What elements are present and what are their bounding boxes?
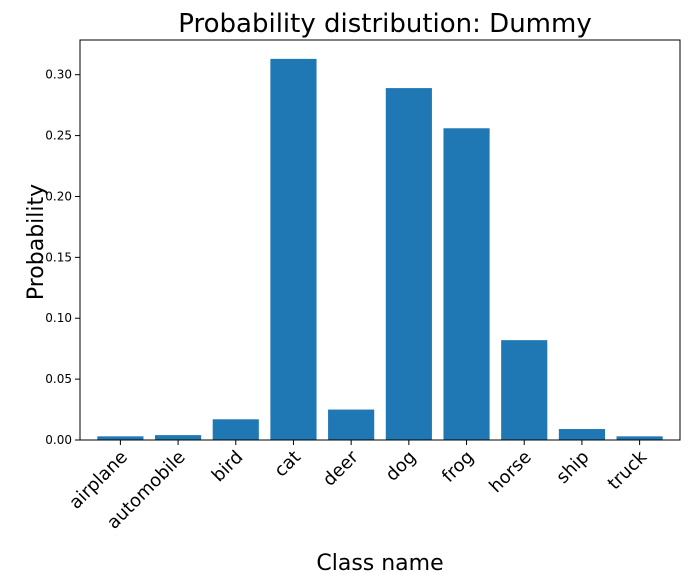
y-tick-label: 0.10 bbox=[45, 311, 72, 325]
bar-frog bbox=[443, 128, 490, 440]
y-tick-label: 0.05 bbox=[45, 372, 72, 386]
bar-bird bbox=[212, 419, 259, 440]
x-tick-label-frog: frog bbox=[438, 447, 478, 487]
x-axis-label: Class name bbox=[316, 551, 443, 576]
x-tick-label-horse: horse bbox=[485, 447, 535, 497]
bars bbox=[97, 58, 663, 441]
x-tick-label-dog: dog bbox=[382, 447, 421, 486]
y-axis-ticks: 0.00 0.05 0.10 0.15 0.20 0.25 0.30 bbox=[45, 68, 80, 447]
x-tick-label-bird: bird bbox=[208, 447, 248, 487]
x-tick-label-ship: ship bbox=[552, 447, 593, 488]
y-tick-label: 0.00 bbox=[45, 433, 72, 447]
y-tick-label: 0.25 bbox=[45, 129, 72, 143]
y-tick-label: 0.15 bbox=[45, 250, 72, 264]
bar-airplane bbox=[97, 436, 144, 440]
y-axis-label: Probability bbox=[24, 184, 49, 300]
chart-title: Probability distribution: Dummy bbox=[178, 9, 591, 39]
y-tick-label: 0.20 bbox=[45, 189, 72, 203]
y-tick-label: 0.30 bbox=[45, 68, 72, 82]
bar-ship bbox=[558, 429, 605, 440]
bar-deer bbox=[328, 409, 375, 440]
x-tick-label-cat: cat bbox=[270, 447, 305, 482]
bar-cat bbox=[270, 58, 317, 441]
bar-horse bbox=[501, 340, 548, 440]
plot-frame bbox=[79, 39, 681, 441]
bar-dog bbox=[385, 88, 432, 440]
bar-automobile bbox=[155, 435, 202, 440]
x-tick-label-deer: deer bbox=[319, 446, 363, 490]
x-tick-label-truck: truck bbox=[604, 446, 652, 494]
bar-truck bbox=[616, 436, 663, 440]
